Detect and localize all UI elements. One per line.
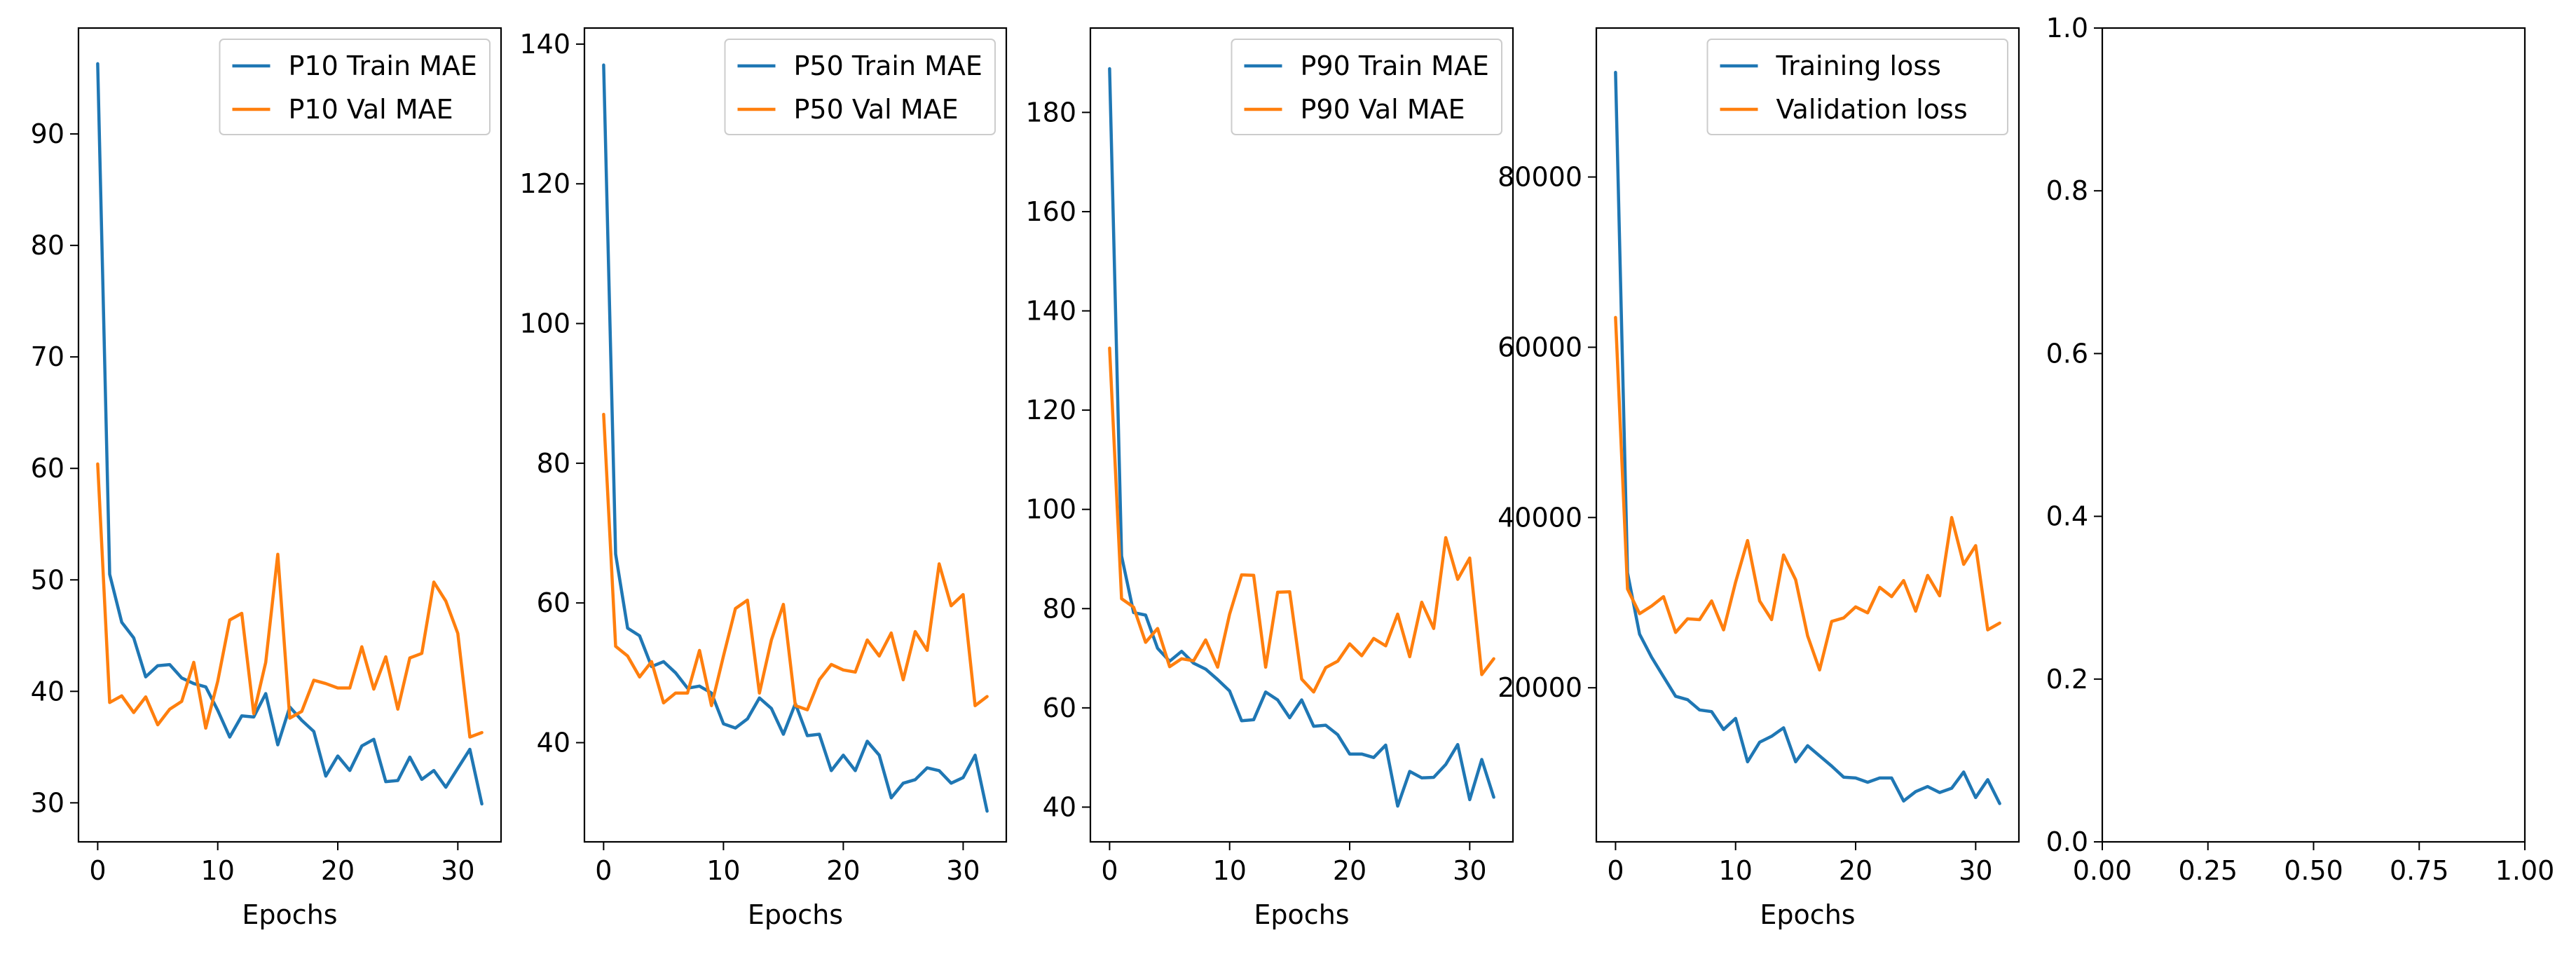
x-tick-label: 30: [1959, 855, 1992, 886]
legend-label: P90 Train MAE: [1301, 50, 1489, 81]
series-line-1-2: [96, 462, 484, 739]
y-tick-label: 100: [1025, 494, 1076, 525]
legend: Training loss Validation loss: [1706, 39, 2008, 135]
x-tick-label: 0: [89, 855, 106, 886]
axes-frame: [1089, 27, 1514, 843]
legend-label: P90 Val MAE: [1301, 94, 1465, 125]
y-tick-label: 120: [1025, 395, 1076, 425]
y-tick-label: 20000: [1498, 672, 1582, 703]
legend: P90 Train MAE P90 Val MAE: [1231, 39, 1502, 135]
x-tick-label: 0: [1101, 855, 1118, 886]
legend-label: P50 Train MAE: [794, 50, 982, 81]
y-tick-label: 40: [31, 676, 64, 707]
legend-label: Training loss: [1776, 50, 1941, 81]
axes-frame: [77, 27, 502, 843]
y-tick-label: 0.8: [2046, 175, 2088, 206]
legend: P10 Train MAE P10 Val MAE: [219, 39, 491, 135]
x-tick-label: 10: [1719, 855, 1753, 886]
x-tick-label: 20: [321, 855, 355, 886]
y-tick-label: 120: [519, 168, 570, 199]
x-tick-label: 20: [826, 855, 860, 886]
y-tick-label: 0.0: [2046, 826, 2088, 857]
legend-label: P50 Val MAE: [794, 94, 959, 125]
y-tick-label: 60: [31, 453, 64, 484]
series-line-3-1: [1108, 67, 1495, 808]
y-tick-label: 50: [31, 564, 64, 595]
subplot-5: 0.00 0.25 0.50 0.75 1.00 0.0 0.2 0.4 0.6 0.8 1.0: [2046, 13, 2555, 886]
y-tick-label: 40: [537, 727, 570, 758]
legend-label: Validation loss: [1776, 94, 1968, 125]
axes-frame: [2101, 27, 2526, 843]
y-tick-label: 30: [31, 787, 64, 818]
y-tick-label: 60000: [1498, 332, 1582, 362]
subplot-3: 0 10 20 30 40 60 80 100 120 140 160 180 Epochs P90 Tr…: [1025, 27, 1514, 930]
legend-box: [724, 39, 996, 135]
y-tick-label: 40: [1043, 791, 1076, 822]
x-tick-label: 1.00: [2495, 855, 2555, 886]
series-line-2-2: [602, 412, 989, 711]
y-tick-label: 40000: [1498, 502, 1582, 533]
legend-box: [1231, 39, 1502, 135]
series-line-1-1: [96, 62, 484, 806]
y-tick-label: 60: [537, 587, 570, 618]
y-tick-label: 0.4: [2046, 501, 2088, 532]
y-tick-label: 80000: [1498, 162, 1582, 193]
y-tick-label: 80: [1043, 593, 1076, 624]
y-tick-label: 140: [1025, 296, 1076, 327]
axes-frame: [583, 27, 1008, 843]
x-tick-label: 30: [441, 855, 474, 886]
y-tick-label: 0.2: [2046, 664, 2088, 695]
y-tick-label: 80: [31, 230, 64, 261]
y-tick-label: 180: [1025, 97, 1076, 128]
y-tick-label: 60: [1043, 693, 1076, 723]
series-line-4-1: [1614, 70, 2001, 805]
x-tick-label: 0: [595, 855, 612, 886]
x-tick-label: 0.75: [2390, 855, 2449, 886]
x-tick-label: 20: [1333, 855, 1366, 886]
y-tick-label: 1.0: [2046, 13, 2088, 43]
axes-frame: [1595, 27, 2020, 843]
legend-label: P10 Train MAE: [289, 50, 477, 81]
x-tick-label: 10: [201, 855, 235, 886]
y-tick-label: 0.6: [2046, 338, 2088, 369]
y-tick-label: 140: [519, 29, 570, 60]
x-axis-label: Epochs: [1254, 899, 1349, 930]
y-tick-label: 70: [31, 341, 64, 372]
x-tick-label: 30: [946, 855, 980, 886]
y-tick-label: 160: [1025, 196, 1076, 227]
x-tick-label: 20: [1839, 855, 1872, 886]
y-tick-label: 100: [519, 308, 570, 339]
x-tick-label: 10: [706, 855, 740, 886]
x-tick-label: 0.00: [2073, 855, 2132, 886]
y-tick-label: 80: [537, 448, 570, 479]
y-tick-label: 90: [31, 118, 64, 149]
x-axis-label: Epochs: [748, 899, 843, 930]
legend-label: P10 Val MAE: [289, 94, 453, 125]
x-tick-label: 10: [1213, 855, 1247, 886]
x-tick-label: 30: [1453, 855, 1486, 886]
legend-box: [1706, 39, 2008, 135]
x-axis-label: Epochs: [1760, 899, 1855, 930]
legend-box: [219, 39, 491, 135]
x-tick-label: 0: [1607, 855, 1624, 886]
x-axis-label: Epochs: [242, 899, 337, 930]
series-line-4-2: [1614, 315, 2001, 672]
subplot-1: 0 10 20 30 30 40 50 60 70 80 90 Epochs P10 Train MAE…: [31, 27, 502, 930]
series-line-3-2: [1108, 346, 1495, 694]
legend: P50 Train MAE P50 Val MAE: [724, 39, 996, 135]
x-tick-label: 0.25: [2178, 855, 2238, 886]
subplot-4: 0 10 20 30 20000 40000 60000 80000 Epochs Trainin…: [1498, 27, 2020, 930]
subplot-2: 0 10 20 30 40 60 80 100 120 140 Epochs P50 Train MA…: [519, 27, 1008, 930]
x-tick-label: 0.50: [2284, 855, 2343, 886]
